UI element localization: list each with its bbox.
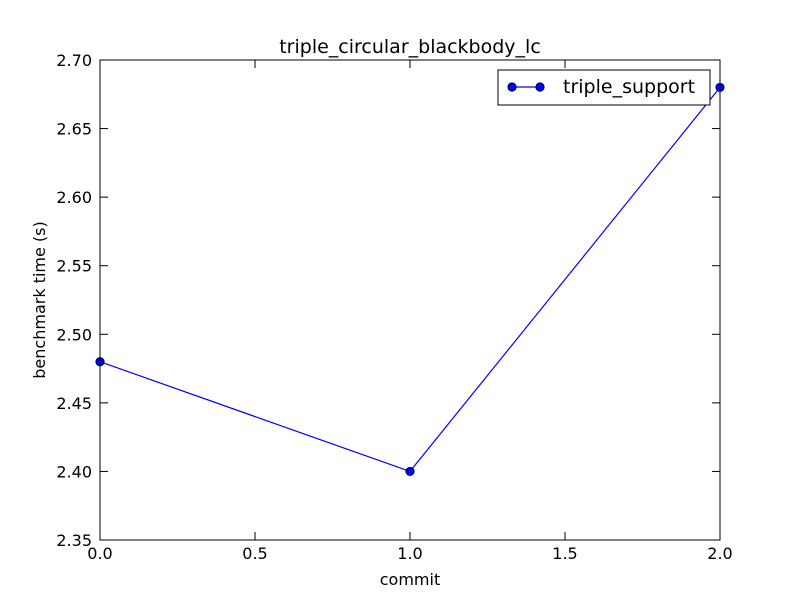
y-tick-label: 2.40 bbox=[56, 462, 92, 481]
y-tick-label: 2.50 bbox=[56, 325, 92, 344]
x-tick-label: 1.0 bbox=[397, 544, 422, 563]
x-axis: 0.0 0.5 1.0 1.5 2.0 bbox=[87, 60, 733, 563]
y-tick-label: 2.70 bbox=[56, 51, 92, 70]
x-tick-label: 2.0 bbox=[707, 544, 732, 563]
y-tick-label: 2.60 bbox=[56, 188, 92, 207]
chart-title: triple_circular_blackbody_lc bbox=[279, 36, 541, 58]
x-tick-label: 0.0 bbox=[87, 544, 112, 563]
y-axis-label: benchmark time (s) bbox=[30, 221, 49, 378]
legend-label: triple_support bbox=[563, 76, 695, 98]
data-point bbox=[405, 466, 415, 477]
x-tick-label: 0.5 bbox=[242, 544, 267, 563]
x-axis-label: commit bbox=[380, 570, 440, 589]
legend: triple_support bbox=[497, 69, 711, 106]
y-tick-label: 2.45 bbox=[56, 394, 92, 413]
y-tick-label: 2.35 bbox=[56, 531, 92, 550]
y-tick-label: 2.65 bbox=[56, 120, 92, 139]
legend-marker bbox=[535, 82, 545, 92]
legend-marker bbox=[507, 82, 517, 92]
y-tick-label: 2.55 bbox=[56, 257, 92, 276]
y-axis: 2.35 2.40 2.45 2.50 2.55 2.60 2.65 2.70 bbox=[56, 51, 720, 550]
x-tick-label: 1.5 bbox=[552, 544, 577, 563]
